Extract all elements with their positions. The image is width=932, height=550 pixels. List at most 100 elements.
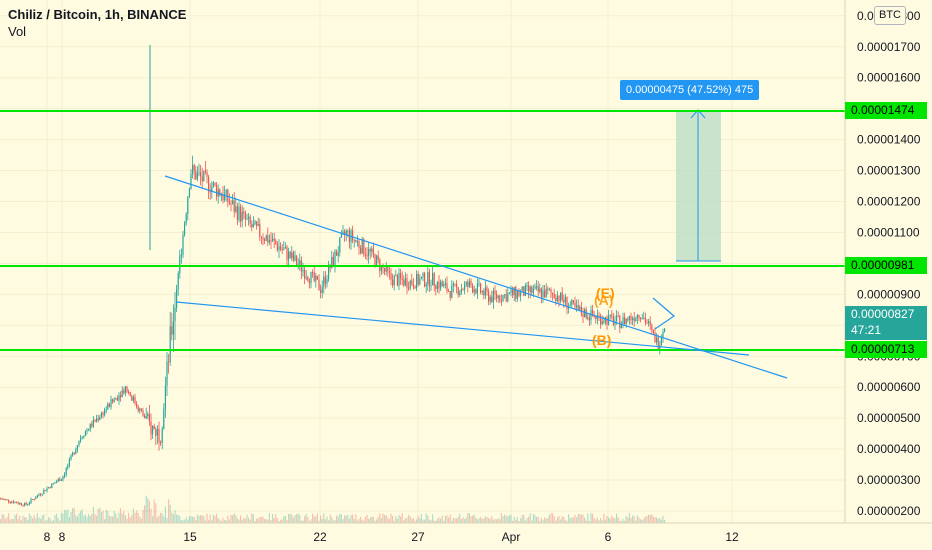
volume-bar	[528, 516, 530, 523]
volume-bar	[129, 517, 131, 523]
volume-bar	[276, 518, 278, 523]
candle-body	[475, 289, 477, 294]
candle-body	[11, 501, 13, 503]
candle-body	[619, 315, 621, 328]
candle-body	[116, 398, 118, 401]
volume-bar	[537, 516, 539, 523]
candle-body	[176, 289, 178, 308]
volume-bar	[662, 515, 664, 523]
volume-bar	[12, 519, 14, 523]
volume-bar	[51, 520, 53, 523]
candle-body	[160, 442, 162, 444]
candle-body	[316, 275, 318, 280]
volume-bar	[492, 519, 494, 523]
volume-bar	[331, 517, 333, 523]
candle-body	[601, 321, 603, 325]
candle-body	[235, 206, 237, 212]
candle-body	[4, 499, 6, 501]
volume-bar	[387, 517, 389, 523]
volume-bar	[91, 514, 93, 523]
candle-body	[246, 218, 248, 220]
candle-body	[88, 429, 90, 431]
volume-bar	[120, 508, 122, 523]
volume-bar	[84, 514, 86, 523]
volume-bar	[196, 514, 198, 523]
candle-body	[606, 317, 608, 325]
volume-bar	[395, 515, 397, 523]
volume-bar	[200, 515, 202, 523]
candle-body	[20, 503, 22, 506]
volume-bar	[448, 517, 450, 523]
last-price-value: 0.00000827	[851, 307, 915, 321]
pennant-pattern[interactable]	[652, 297, 675, 330]
volume-bar	[48, 517, 50, 523]
candle-body	[560, 292, 562, 302]
candle-body	[427, 272, 429, 285]
candle-body	[576, 305, 578, 308]
candle-body	[408, 287, 410, 289]
volume-bar	[105, 510, 107, 523]
volume-bar	[491, 516, 493, 523]
candle-body	[225, 189, 227, 194]
candle-body	[305, 277, 307, 279]
volume-bar	[440, 518, 442, 523]
volume-bar	[296, 514, 298, 523]
volume-bar	[414, 520, 416, 523]
candle-body	[441, 281, 443, 287]
candle-body	[460, 289, 462, 292]
volume-bar	[398, 515, 400, 523]
candle-body	[120, 395, 122, 398]
candle-body	[281, 249, 283, 251]
currency-badge[interactable]: BTC	[874, 6, 906, 25]
volume-bar	[6, 517, 8, 523]
volume-bar	[80, 511, 82, 523]
trendline-lower[interactable]	[175, 301, 750, 356]
volume-bar	[142, 509, 144, 523]
volume-bar	[555, 520, 557, 523]
candle-body	[424, 273, 426, 287]
volume-bar	[3, 514, 5, 523]
candle-body	[84, 431, 86, 437]
volume-bar	[310, 519, 312, 523]
volume-bar	[1, 513, 3, 523]
symbol-title[interactable]: Chiliz / Bitcoin, 1h, BINANCE	[8, 7, 187, 22]
volume-bar	[540, 518, 542, 523]
candle-body	[416, 274, 418, 289]
candle-body	[244, 212, 246, 220]
candle-body	[361, 239, 363, 254]
volume-bar	[299, 514, 301, 523]
volume-bar	[452, 517, 454, 523]
volume-bar	[73, 507, 75, 523]
candle-body	[465, 282, 467, 285]
volume-bar	[577, 514, 579, 523]
volume-bar	[96, 515, 98, 523]
volume-bar	[158, 515, 160, 523]
volume-bar	[180, 520, 182, 523]
volume-bar	[185, 517, 187, 523]
volume-bar	[168, 499, 170, 523]
volume-bar	[275, 514, 277, 523]
candle-body	[289, 251, 291, 258]
trendline-upper[interactable]	[164, 175, 788, 379]
candle-body	[563, 299, 565, 303]
volume-bar	[334, 519, 336, 523]
candle-body	[478, 283, 480, 285]
volume-bar	[164, 506, 166, 523]
candle-body	[542, 290, 544, 298]
volume-bar	[228, 519, 230, 523]
volume-label[interactable]: Vol	[8, 24, 27, 39]
volume-bar	[433, 520, 435, 523]
measure-label: 0.00000475 (47.52%) 475	[620, 80, 760, 100]
volume-bar	[499, 519, 501, 523]
wave-label-a: (A)	[594, 292, 614, 308]
volume-bar	[588, 520, 590, 523]
candle-body	[616, 315, 618, 322]
time-tick-label: 22	[313, 530, 327, 544]
volume-bar	[632, 515, 634, 523]
volume-bar	[252, 514, 254, 523]
candle-body	[409, 280, 411, 289]
candle-body	[502, 295, 504, 302]
candle-body	[459, 291, 461, 296]
